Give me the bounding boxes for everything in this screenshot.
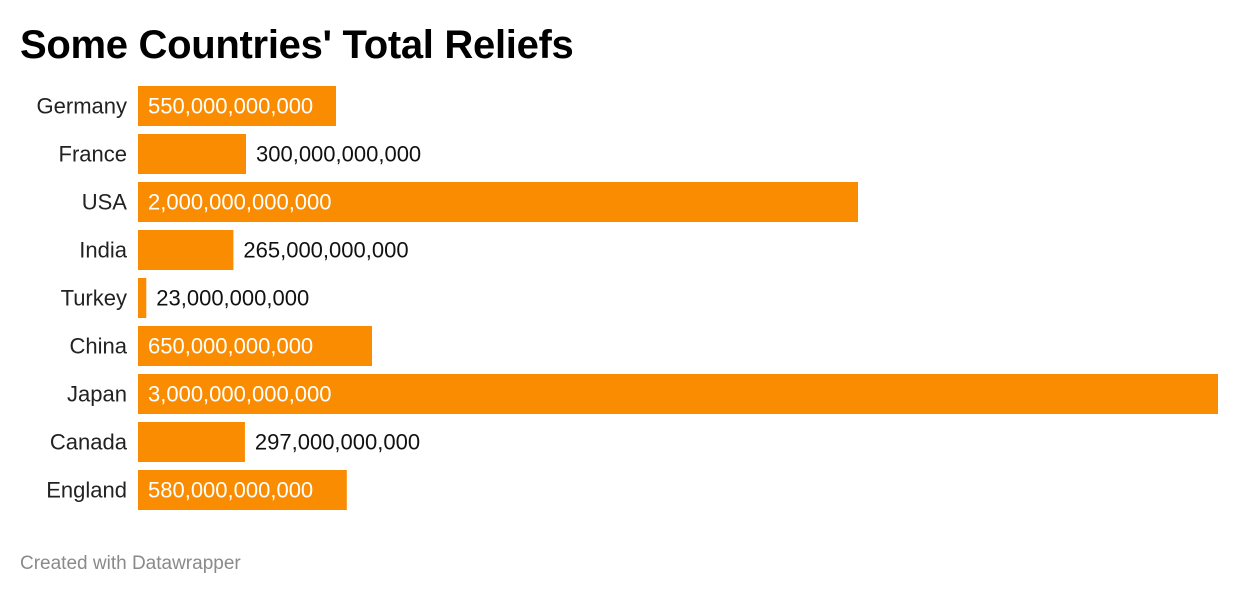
bar-india [138,230,234,270]
bar-row-usa: USA 2,000,000,000,000 [82,182,858,222]
bar-japan [138,374,1218,414]
bar-chart-svg: Germany 550,000,000,000 France 300,000,000,… [37,86,1218,510]
bar-row-india: India 265,000,000,000 [79,230,409,270]
category-label-usa: USA [82,190,128,215]
value-label-india: 265,000,000,000 [243,238,408,263]
bar-row-turkey: Turkey 23,000,000,000 [61,278,309,318]
bar-turkey [138,278,147,318]
value-label-usa: 2,000,000,000,000 [148,190,332,215]
bar-england [138,470,347,510]
value-label-china: 650,000,000,000 [148,334,313,359]
category-label-france: France [59,142,127,167]
category-label-china: China [70,334,128,359]
bar-row-england: England 580,000,000,000 [46,470,347,510]
chart-title: Some Countries' Total Reliefs [20,23,574,67]
value-label-turkey: 23,000,000,000 [156,286,309,311]
bar-row-germany: Germany 550,000,000,000 [37,86,336,126]
value-label-canada: 297,000,000,000 [255,430,420,455]
category-label-germany: Germany [37,94,127,119]
value-label-france: 300,000,000,000 [256,142,421,167]
value-label-japan: 3,000,000,000,000 [148,382,332,407]
category-label-india: India [79,238,127,263]
bar-france [138,134,246,174]
bar-row-japan: Japan 3,000,000,000,000 [67,374,1218,414]
category-label-japan: Japan [67,382,127,407]
bar-usa [138,182,858,222]
category-label-canada: Canada [50,430,128,455]
value-label-england: 580,000,000,000 [148,478,313,503]
footer-credit: Created with Datawrapper [20,553,241,574]
category-label-england: England [46,478,127,503]
bar-row-canada: Canada 297,000,000,000 [50,422,420,462]
bar-china [138,326,372,366]
bar-chart: Germany 550,000,000,000 France 300,000,000,… [0,86,1240,518]
bar-canada [138,422,245,462]
bar-row-france: France 300,000,000,000 [59,134,421,174]
value-label-germany: 550,000,000,000 [148,94,313,119]
bar-row-china: China 650,000,000,000 [70,326,372,366]
bar-germany [138,86,336,126]
category-label-turkey: Turkey [61,286,127,311]
